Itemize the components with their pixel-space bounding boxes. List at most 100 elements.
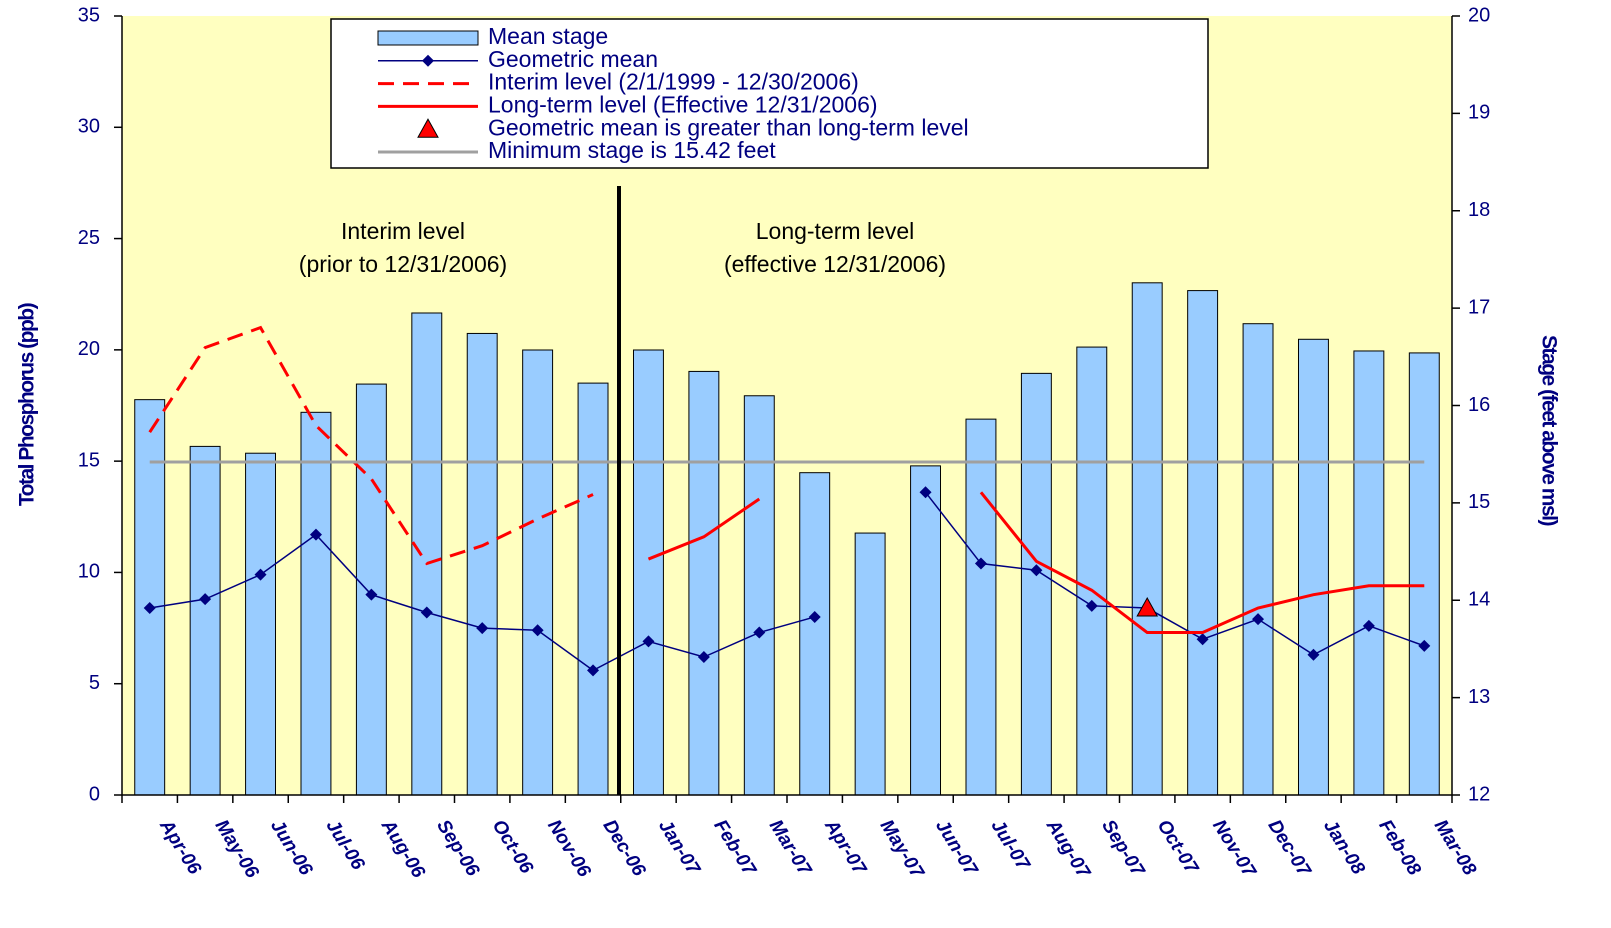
x-tick-label: Sep-07 [1097, 816, 1149, 881]
x-tick-label: Jul-06 [321, 816, 368, 874]
bar [522, 349, 554, 796]
annotation: (effective 12/31/2006) [724, 251, 946, 277]
bar [245, 452, 277, 796]
annotation: (prior to 12/31/2006) [299, 251, 507, 277]
y2-tick-label: 19 [1468, 102, 1490, 124]
y2-tick-label: 17 [1468, 296, 1490, 318]
x-tick-label: Mar-08 [1430, 816, 1480, 879]
marker [365, 588, 378, 601]
bar [965, 418, 997, 796]
annotation: Long-term level [756, 218, 915, 244]
y-axis-title: Total Phosphorus (ppb) [16, 303, 39, 506]
x-tick-label: Dec-06 [599, 816, 650, 880]
bar [1242, 323, 1274, 796]
x-tick-label: May-07 [876, 816, 929, 883]
x-tick-label: May-06 [211, 816, 263, 882]
marker [417, 118, 439, 138]
bar [910, 465, 942, 796]
bar [1353, 350, 1385, 796]
bar [411, 312, 443, 796]
x-tick-label: Oct-07 [1153, 816, 1203, 878]
marker [1418, 639, 1431, 652]
x-tick-label: Feb-08 [1374, 816, 1424, 879]
x-tick-label: Jan-08 [1319, 816, 1369, 879]
x-tick-label: Sep-06 [432, 816, 483, 880]
y2-tick-label: 18 [1468, 199, 1490, 221]
legend-swatch [377, 30, 479, 46]
marker [1252, 613, 1265, 626]
x-tick-label: Feb-07 [709, 816, 760, 880]
y2-tick-label: 15 [1468, 491, 1490, 513]
bar [577, 382, 609, 796]
marker [1362, 619, 1375, 632]
bar [466, 332, 498, 796]
x-tick-label: Oct-06 [488, 816, 537, 878]
bar [1187, 290, 1219, 796]
bar [1297, 338, 1329, 796]
x-tick-label: Jun-07 [931, 816, 982, 880]
x-tick-label: Jan-07 [654, 816, 704, 879]
y2-axis-title: Stage (feet above msl) [1537, 335, 1560, 525]
x-tick-label: Mar-07 [765, 816, 816, 880]
legend-label: Minimum stage is 15.42 feet [488, 137, 776, 163]
y-tick-label: 30 [78, 116, 100, 138]
marker [974, 557, 987, 570]
bar [632, 349, 664, 796]
legend-label: Geometric mean is greater than long-term… [488, 114, 969, 140]
marker [697, 651, 710, 664]
bar [1408, 352, 1440, 796]
marker [753, 626, 766, 639]
marker [1136, 597, 1159, 617]
bar [300, 411, 332, 796]
marker [531, 624, 544, 637]
bar [134, 399, 166, 796]
y-tick-label: 5 [89, 672, 100, 694]
marker [1196, 633, 1209, 646]
marker [642, 635, 655, 648]
marker [1030, 564, 1043, 577]
y2-tick-label: 16 [1468, 394, 1490, 416]
legend-label: Long-term level (Effective 12/31/2006) [488, 91, 878, 117]
bar [1020, 372, 1052, 796]
y-tick-label: 35 [78, 4, 100, 26]
marker [420, 606, 433, 619]
marker [422, 54, 434, 67]
marker [254, 568, 267, 581]
x-tick-label: Jul-07 [986, 816, 1034, 875]
y-tick-label: 20 [78, 338, 100, 360]
bar [799, 472, 831, 796]
bar [743, 395, 775, 796]
line [647, 491, 1425, 635]
y2-tick-label: 14 [1468, 589, 1490, 611]
marker [919, 486, 932, 499]
bar [1131, 282, 1163, 796]
marker [1307, 648, 1320, 661]
y2-tick-label: 13 [1468, 686, 1490, 708]
legend-label: Geometric mean [488, 46, 658, 72]
y2-tick-label: 20 [1468, 4, 1490, 26]
legend-label: Interim level (2/1/1999 - 12/30/2006) [488, 69, 859, 95]
y-tick-label: 0 [89, 783, 100, 805]
x-tick-label: Aug-07 [1041, 815, 1094, 883]
bar [189, 445, 221, 796]
marker [587, 664, 600, 677]
marker [199, 593, 212, 606]
bar [688, 370, 720, 796]
legend-label: Mean stage [488, 23, 608, 49]
marker [309, 528, 322, 541]
marker [143, 602, 156, 615]
y-tick-label: 15 [78, 449, 100, 471]
x-tick-label: Nov-07 [1208, 816, 1260, 882]
x-tick-label: Aug-06 [376, 815, 429, 882]
x-tick-label: Jun-06 [266, 816, 316, 879]
plot [134, 282, 1440, 796]
x-tick-label: Nov-06 [543, 816, 595, 881]
bar [1076, 346, 1108, 796]
annotation: Interim level [341, 218, 465, 244]
marker [808, 610, 821, 623]
marker [476, 622, 489, 635]
marker [1085, 599, 1098, 612]
y-tick-label: 10 [78, 561, 100, 583]
